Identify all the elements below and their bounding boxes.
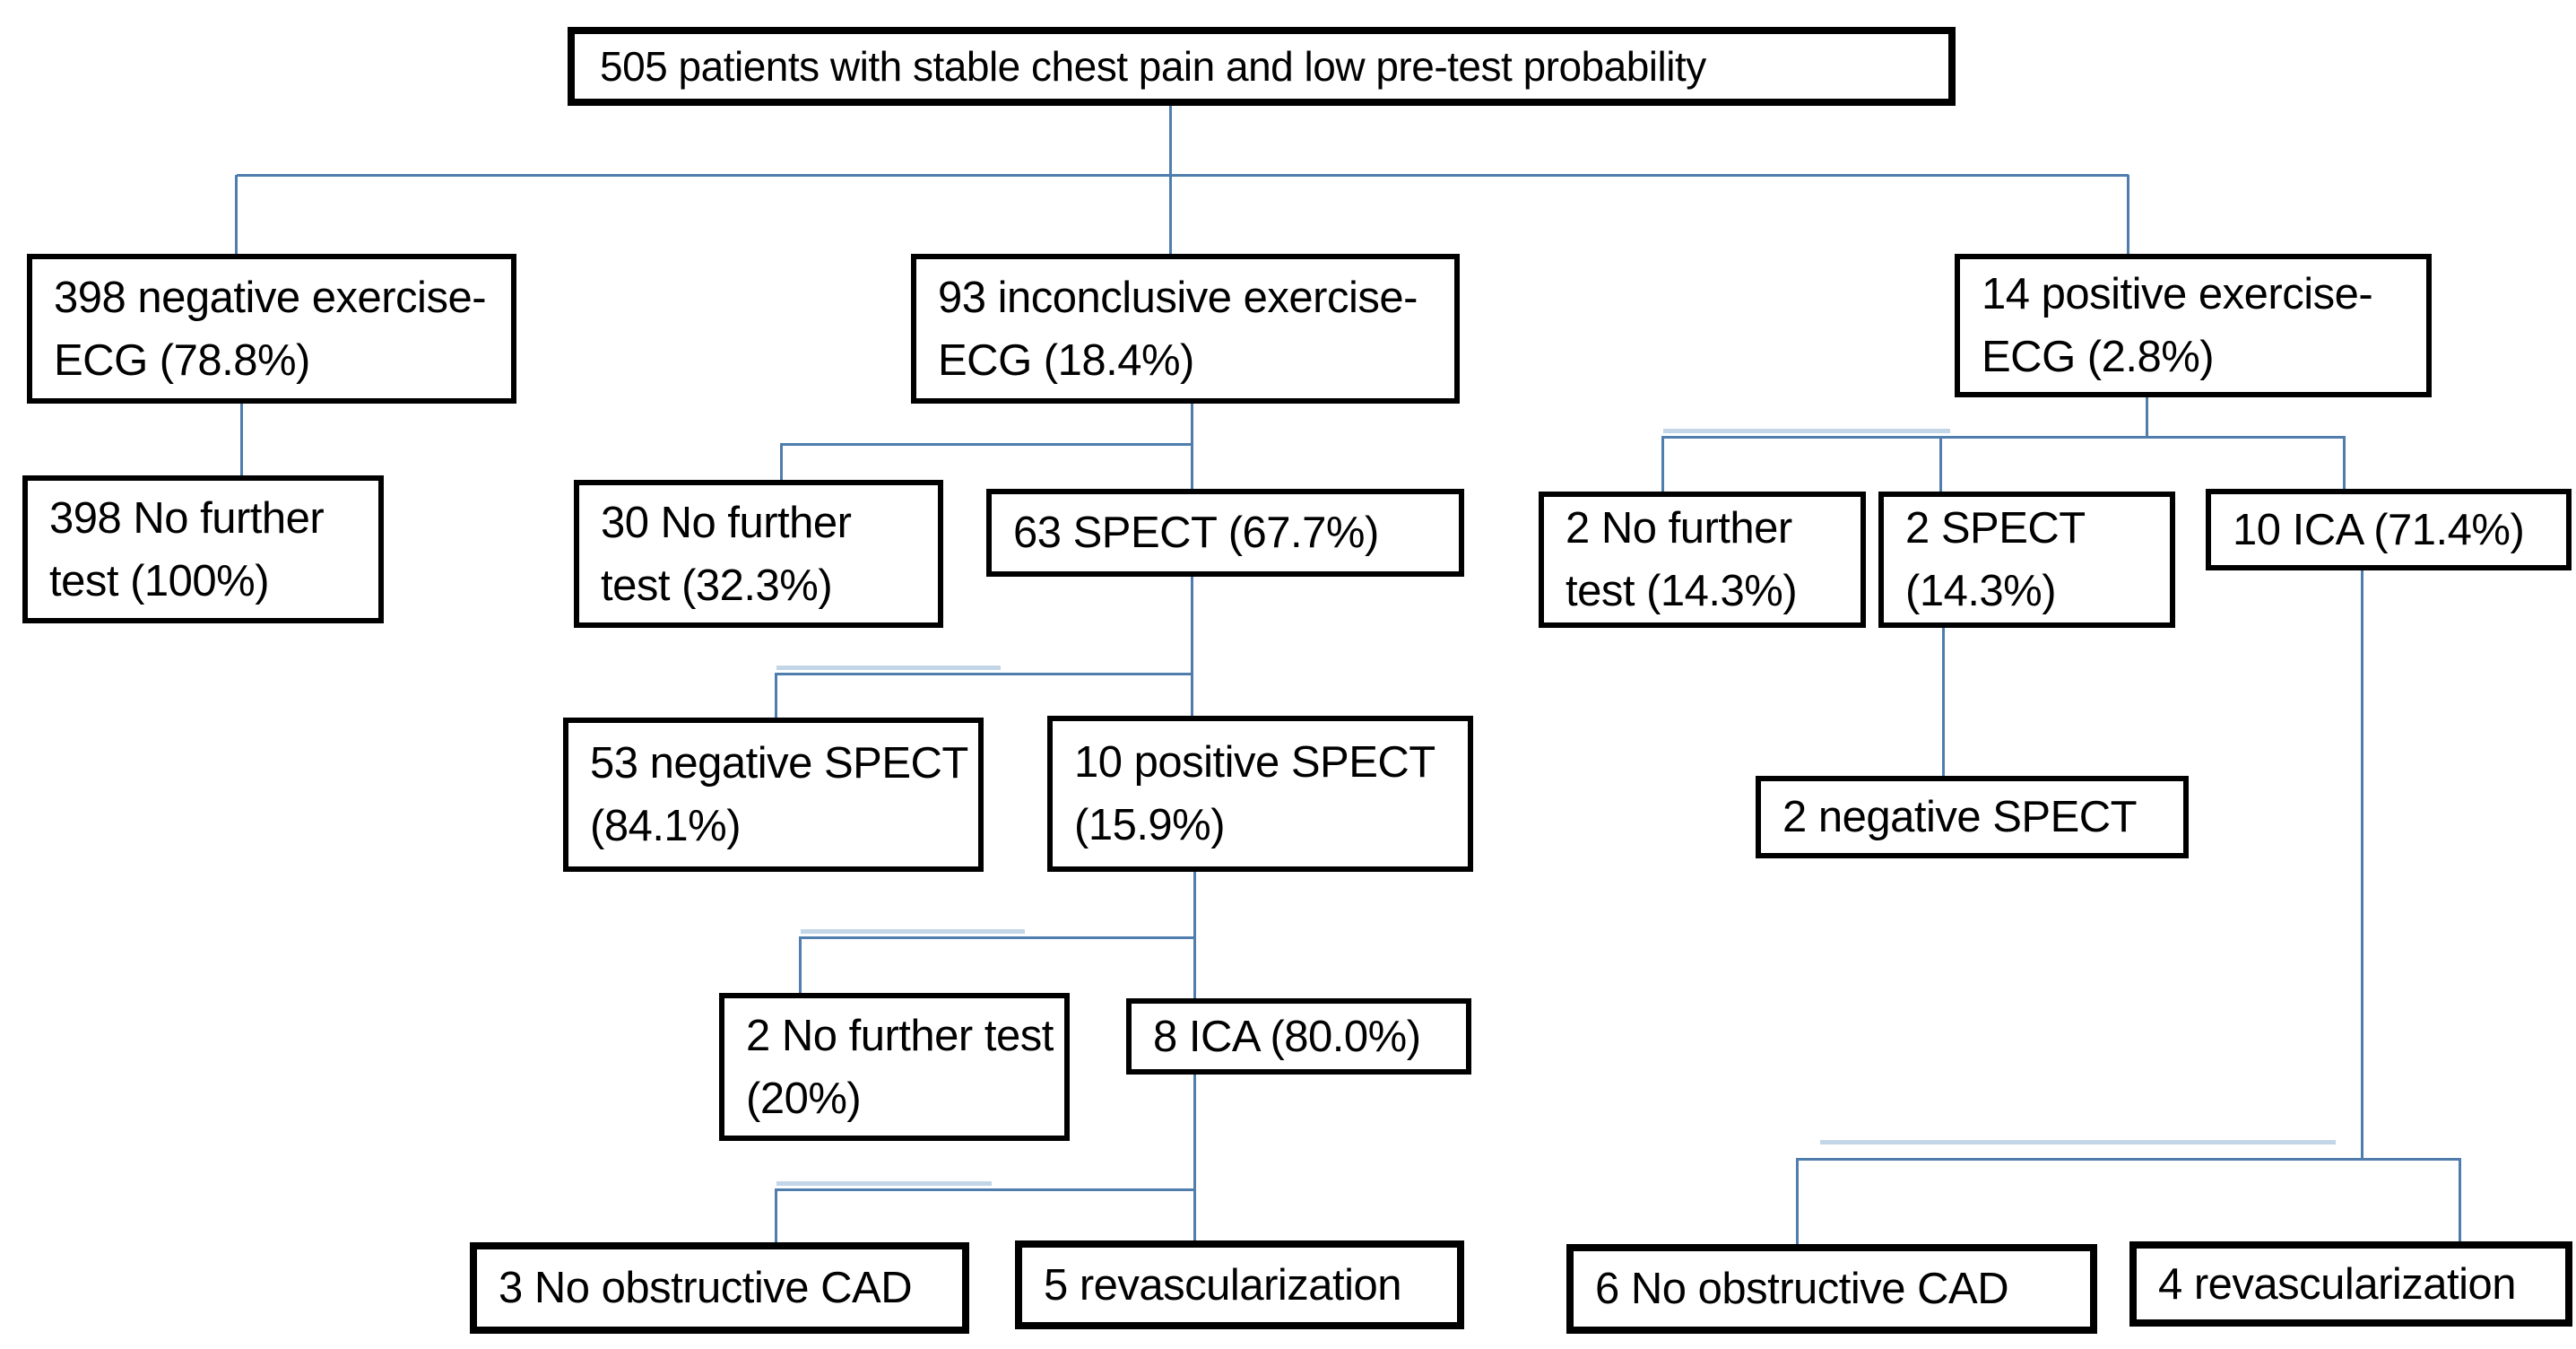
node-negative-exercise-ecg: 398 negative exercise-ECG (78.8%) <box>27 254 516 404</box>
connector-to-neg-ecg <box>235 175 238 255</box>
connector-to-pos-ica-revasc <box>2459 1158 2461 1242</box>
connector-pos-ica-branch <box>1798 1158 2460 1161</box>
connector-neg-ecg-to-no-test <box>240 404 243 476</box>
node-inconclusive-no-further-test: 30 No further test (32.3%) <box>574 480 943 628</box>
connector-to-inc-no-test <box>780 443 783 481</box>
connector-pos-ecg-stem <box>2146 397 2148 438</box>
node-positive-ica-no-obstructive-cad: 6 No obstructive CAD <box>1566 1244 2097 1334</box>
connector-to-pos-spect <box>1939 436 1942 492</box>
connector-to-pos-no-test <box>1661 436 1664 492</box>
connector-spect-pos-stem <box>1193 872 1196 999</box>
node-spect-positive-result: 10 positive SPECT (15.9%) <box>1047 716 1473 872</box>
connector-to-ica-no-cad <box>775 1188 777 1243</box>
connector-spect-pos-branch <box>801 936 1195 939</box>
node-positive-exercise-ecg: 14 positive exercise-ECG (2.8%) <box>1955 254 2432 397</box>
connector-spect-stem <box>1191 577 1193 717</box>
connector-to-pos-ica-no-cad <box>1796 1158 1799 1245</box>
connector-pos-spect-to-neg-spect <box>1942 628 1945 777</box>
connector-to-spect-neg <box>775 673 777 718</box>
connector-ghost-pos-ica-branch <box>1820 1140 2336 1144</box>
node-spect-positive-no-further-test: 2 No further test (20%) <box>719 993 1070 1141</box>
connector-ica-branch <box>776 1188 1195 1191</box>
node-inconclusive-spect: 63 SPECT (67.7%) <box>986 489 1464 577</box>
connector-pos-branch <box>1663 436 2345 439</box>
connector-level1-branch <box>237 174 2129 177</box>
connector-ica-stem <box>1193 1075 1196 1241</box>
connector-ghost-spect-pos-branch <box>801 929 1025 934</box>
node-spect-positive-ica: 8 ICA (80.0%) <box>1126 998 1471 1075</box>
connector-root-stem <box>1169 106 1172 176</box>
connector-inc-branch <box>782 443 1193 446</box>
connector-ghost-pos-branch <box>1663 429 1950 433</box>
connector-inc-ecg-stem <box>1191 404 1193 490</box>
node-positive-no-further-test: 2 No further test (14.3%) <box>1539 492 1866 628</box>
node-positive-spect: 2 SPECT (14.3%) <box>1878 492 2175 628</box>
node-root-population: 505 patients with stable chest pain and … <box>568 27 1956 106</box>
connector-spect-branch <box>776 673 1193 675</box>
node-positive-ica: 10 ICA (71.4%) <box>2206 489 2572 570</box>
node-spect-negative-result: 53 negative SPECT (84.1%) <box>563 718 984 872</box>
node-negative-no-further-test: 398 No further test (100%) <box>22 475 384 623</box>
connector-to-pos-ecg <box>2127 175 2129 255</box>
node-ica-no-obstructive-cad: 3 No obstructive CAD <box>470 1242 969 1334</box>
connector-ghost-spect-branch <box>776 666 1001 670</box>
connector-ghost-ica-branch <box>776 1181 992 1186</box>
connector-to-spect-pos-no-test <box>799 936 802 994</box>
node-inconclusive-exercise-ecg: 93 inconclusive exercise-ECG (18.4%) <box>911 254 1460 404</box>
connector-to-inc-ecg <box>1169 175 1172 255</box>
node-positive-branch-negative-spect: 2 negative SPECT <box>1756 776 2189 858</box>
connector-pos-ica-stem <box>2361 570 2364 1160</box>
connector-to-pos-ica <box>2343 436 2346 490</box>
node-positive-ica-revascularization: 4 revascularization <box>2129 1241 2572 1327</box>
node-ica-revascularization: 5 revascularization <box>1015 1240 1464 1329</box>
